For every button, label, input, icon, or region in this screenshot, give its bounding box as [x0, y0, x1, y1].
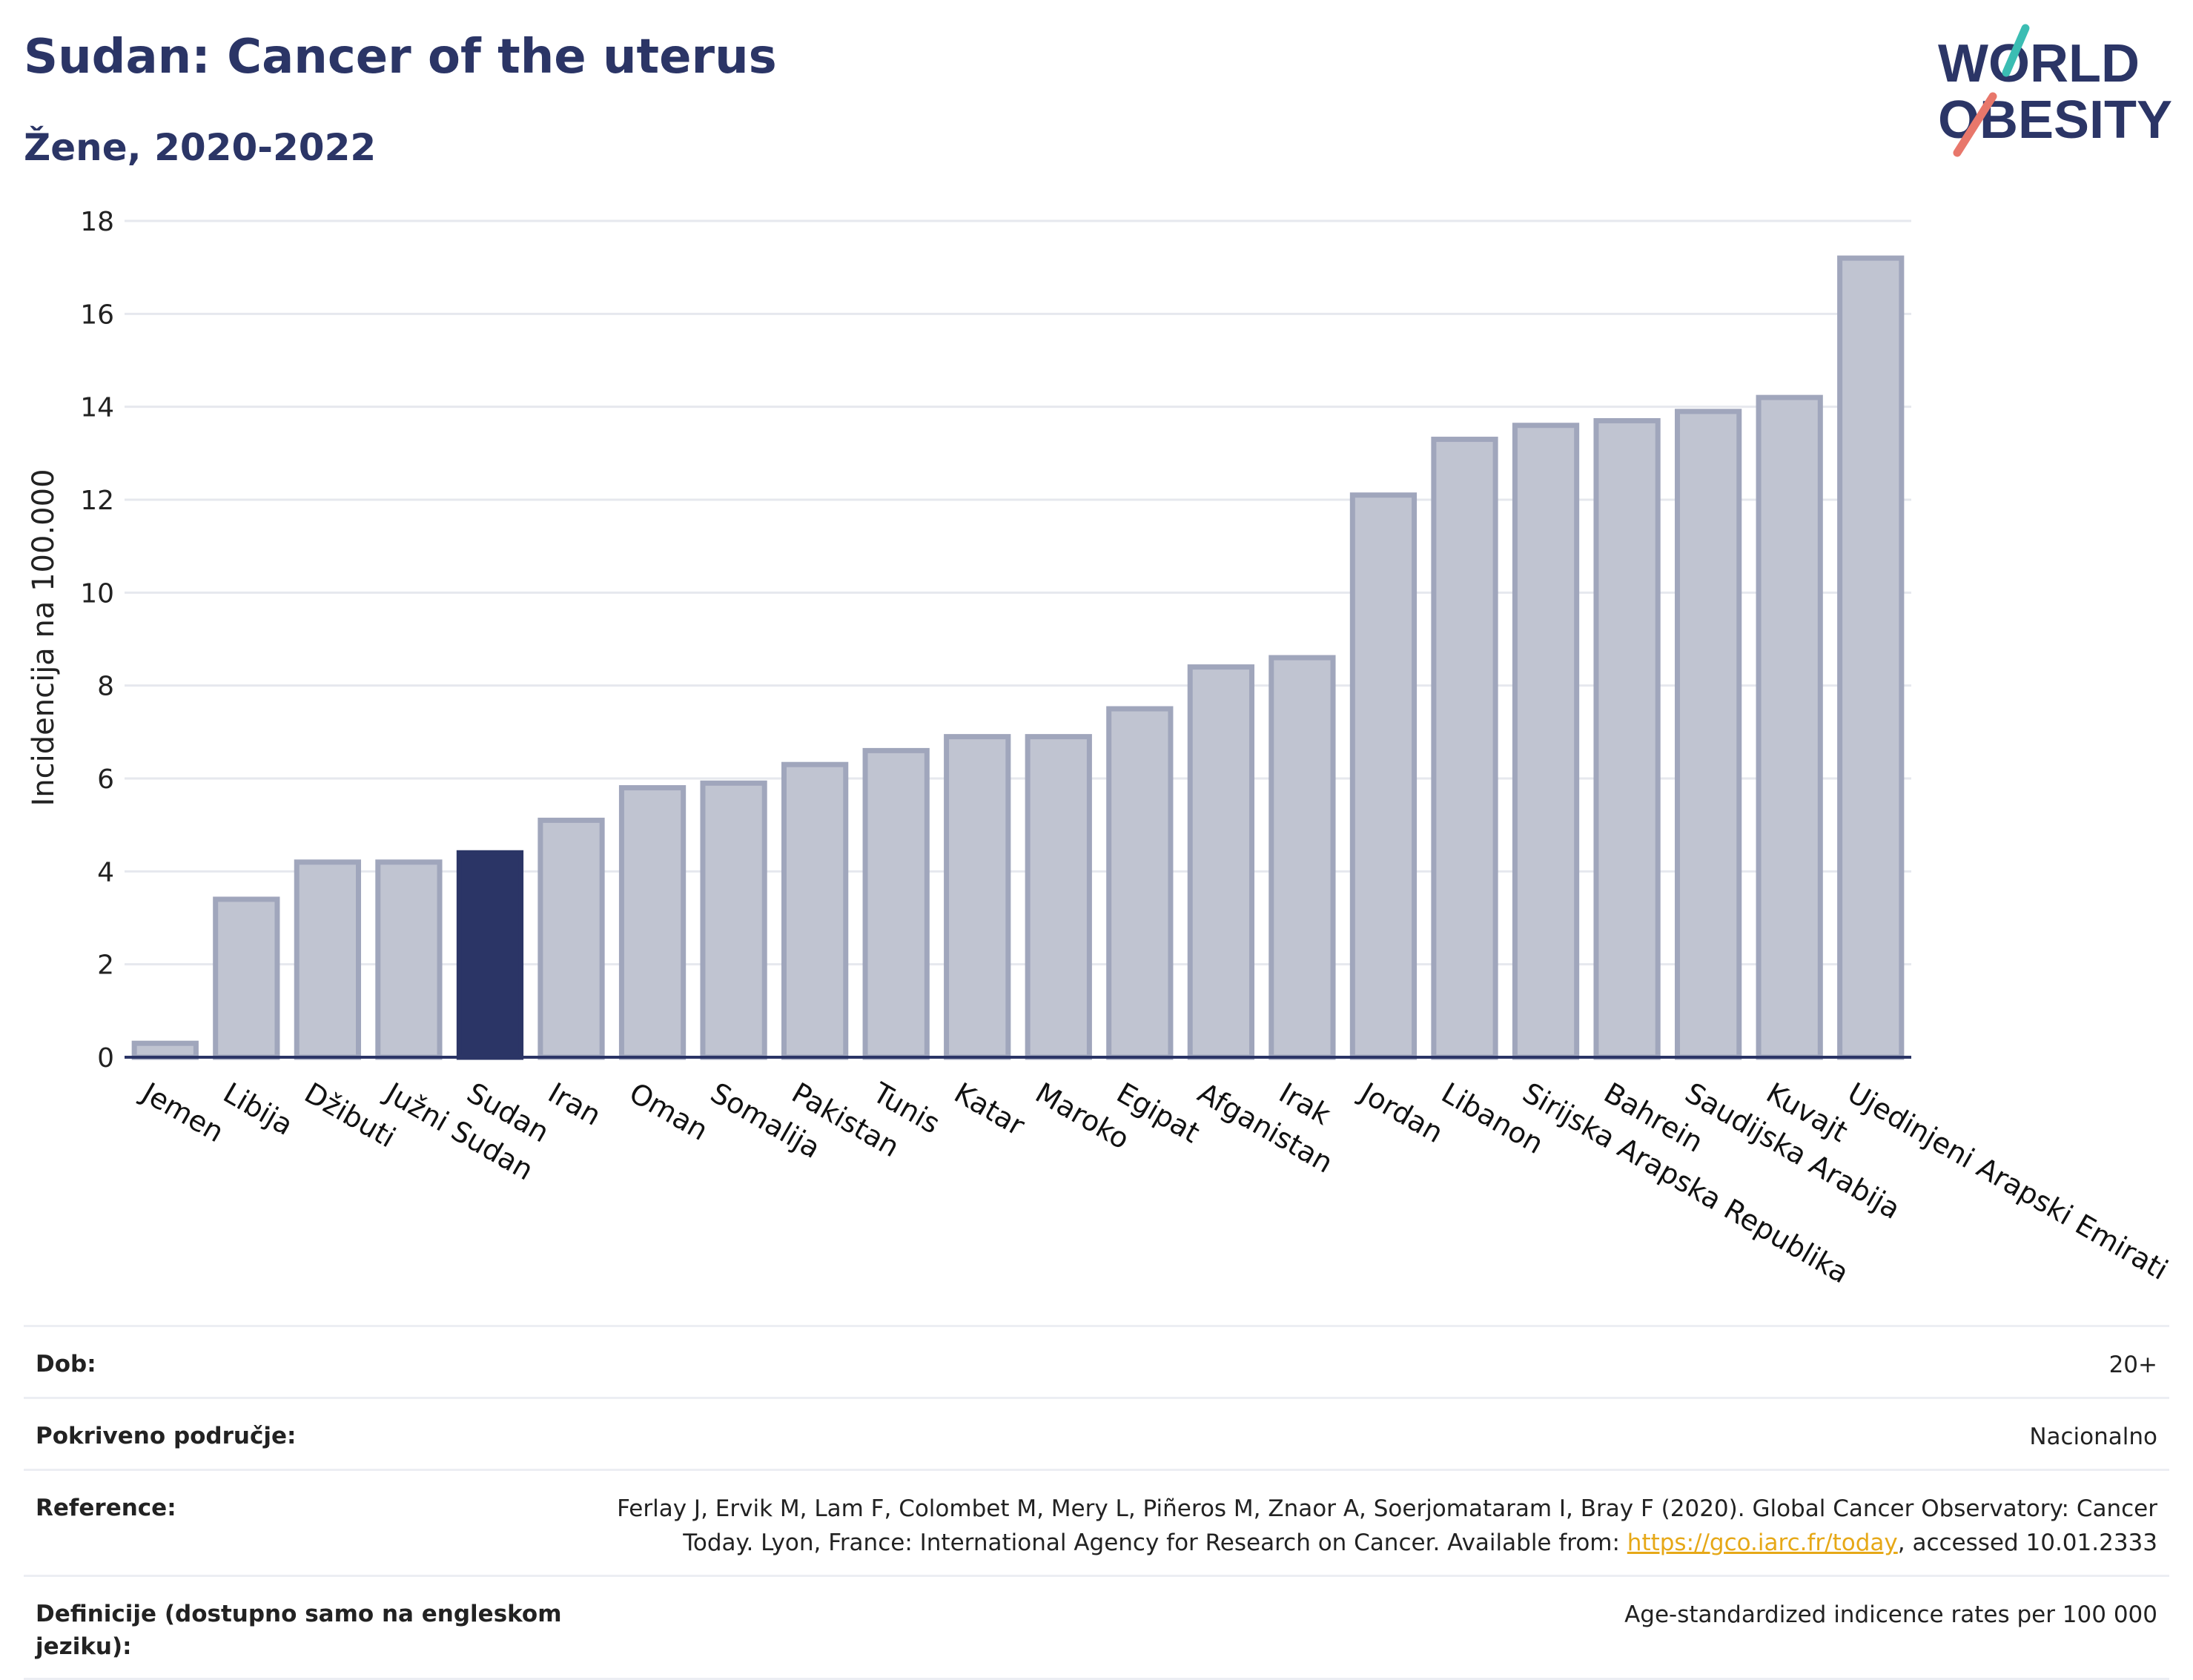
- bar-ujedinjeni-arapski-emirati: [1837, 255, 1905, 1060]
- y-tick-label: 8: [97, 672, 114, 702]
- logo-line1: WORLD: [1938, 34, 2140, 93]
- bar-jordan: [1349, 492, 1418, 1060]
- bar-sirijska-arapska-republika: [1512, 423, 1580, 1060]
- info-row-reference: Reference: Ferlay J, Ervik M, Lam F, Col…: [24, 1469, 2169, 1575]
- bar-jemen: [131, 1040, 199, 1060]
- bar-libija: [213, 896, 280, 1060]
- x-tick-label: Džibuti: [299, 1077, 401, 1154]
- bars: [125, 255, 1911, 1060]
- info-label: Dob:: [36, 1351, 96, 1378]
- bar-sudan: [456, 850, 524, 1060]
- info-row-age: Dob: 20+: [24, 1325, 2169, 1397]
- info-label: Reference:: [36, 1495, 176, 1521]
- y-tick-label: 16: [80, 300, 114, 330]
- y-axis-label: Incidencija na 100.000: [27, 469, 61, 806]
- x-tick-label: Jordan: [1354, 1076, 1449, 1150]
- bar-bahrein: [1593, 417, 1661, 1060]
- x-tick-label: Jemen: [136, 1076, 230, 1149]
- bar-pakistan: [781, 761, 849, 1060]
- y-tick-label: 6: [97, 764, 114, 795]
- y-tick-labels: 0 2 4 6 8 10 12 14 16 18: [80, 207, 114, 1074]
- bar-saudijska-arabija: [1675, 409, 1742, 1060]
- chart-subtitle: Žene, 2020-2022: [24, 126, 377, 169]
- y-tick-label: 4: [97, 857, 114, 887]
- info-row-coverage: Pokriveno područje: Nacionalno: [24, 1397, 2169, 1469]
- bar-maroko: [1025, 734, 1092, 1060]
- reference-text: Ferlay J, Ervik M, Lam F, Colombet M, Me…: [617, 1495, 2157, 1556]
- reference-accessed: , accessed 10.01.2333: [1897, 1529, 2157, 1556]
- x-tick-label: Oman: [624, 1077, 714, 1147]
- bar-džibuti: [294, 859, 361, 1060]
- x-tick-label: Maroko: [1030, 1077, 1135, 1156]
- bar-katar: [944, 734, 1011, 1060]
- info-table: Dob: 20+ Pokriveno područje: Nacionalno …: [24, 1325, 2169, 1680]
- info-value: Age-standardized indicence rates per 100…: [1624, 1601, 2157, 1628]
- info-value: Ferlay J, Ervik M, Lam F, Colombet M, Me…: [563, 1492, 2157, 1560]
- bar-oman: [618, 785, 687, 1060]
- info-value: 20+: [2108, 1352, 2157, 1378]
- y-tick-label: 14: [80, 393, 114, 423]
- reference-link[interactable]: https://gco.iarc.fr/today: [1627, 1529, 1898, 1556]
- y-tick-label: 0: [97, 1043, 114, 1074]
- y-tick-label: 2: [97, 950, 114, 981]
- x-tick-label: Katar: [949, 1077, 1031, 1142]
- info-label: Pokriveno područje:: [36, 1423, 297, 1449]
- bar-južni-sudan: [375, 859, 443, 1060]
- info-value: Nacionalno: [2029, 1423, 2157, 1450]
- bar-afganistan: [1187, 664, 1254, 1060]
- info-label: Definicije (dostupno samo na engleskom j…: [36, 1601, 562, 1660]
- bar-egipat: [1106, 706, 1174, 1060]
- y-tick-label: 12: [80, 486, 114, 516]
- bar-irak: [1268, 655, 1336, 1060]
- bar-somalija: [700, 780, 767, 1060]
- bar-tunis: [862, 747, 930, 1060]
- world-obesity-logo: WORLD OBESITY: [1938, 24, 2172, 157]
- x-tick-label: Ujedinjeni Arapski Emirati: [1842, 1077, 2174, 1286]
- y-tick-label: 10: [80, 578, 114, 609]
- x-tick-label: Libija: [218, 1077, 299, 1142]
- bar-iran: [538, 817, 605, 1060]
- bar-libanon: [1431, 437, 1498, 1060]
- info-row-definitions: Definicije (dostupno samo na engleskom j…: [24, 1575, 2169, 1680]
- bar-kuvajt: [1756, 394, 1823, 1060]
- chart-title: Sudan: Cancer of the uterus: [24, 30, 777, 85]
- y-tick-label: 18: [80, 207, 114, 237]
